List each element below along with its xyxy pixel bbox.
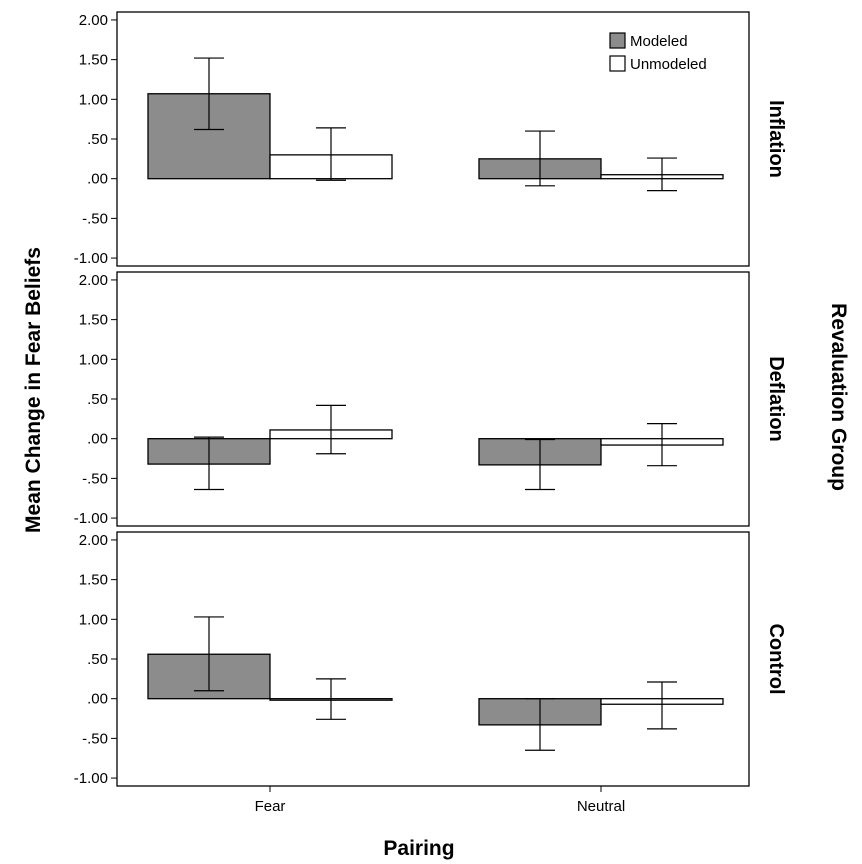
y-tick-label: -.50 <box>82 730 108 747</box>
y-tick-label: 1.50 <box>79 312 108 329</box>
legend-label: Modeled <box>630 33 688 50</box>
y-tick-label: 1.00 <box>79 91 108 108</box>
y-tick-label: .50 <box>87 131 108 148</box>
x-axis-title: Pairing <box>383 837 454 860</box>
y-tick-label: -1.00 <box>74 250 108 267</box>
legend-label: Unmodeled <box>630 56 707 73</box>
x-tick-label: Fear <box>255 798 286 815</box>
panel-inflation: 2.00 1.50 1.00 .50 .00 -.50 -1.00 Inflation <box>74 11 787 267</box>
y-tick-label: 2.00 <box>79 12 108 29</box>
y-tick-label: -1.00 <box>74 770 108 787</box>
legend-swatch <box>609 55 626 72</box>
y-tick-label: .00 <box>87 691 108 708</box>
legend: Modeled Unmodeled <box>609 32 707 73</box>
panel-frame <box>116 271 750 527</box>
facet-label-deflation: Deflation <box>765 356 787 442</box>
facet-title: Revaluation Group <box>827 303 850 491</box>
y-tick-label: .00 <box>87 171 108 188</box>
y-tick-label: .50 <box>87 391 108 408</box>
y-tick-label: 1.00 <box>79 611 108 628</box>
x-axis: Fear Neutral <box>255 786 625 815</box>
y-tick-label: 1.50 <box>79 572 108 589</box>
facet-label-control: Control <box>765 623 787 694</box>
y-tick-label: 2.00 <box>79 532 108 549</box>
y-tick-label: 1.50 <box>79 52 108 69</box>
panel-deflation: 2.00 1.50 1.00 .50 .00 -.50 -1.00 Deflation <box>74 271 787 527</box>
chart-panels: 2.001.501.00.50.00-.50-1.00Inflation2.00… <box>74 11 787 787</box>
x-tick-label: Neutral <box>577 798 625 815</box>
y-tick-label: -.50 <box>82 210 108 227</box>
y-tick-label: .00 <box>87 431 108 448</box>
y-tick-label: -.50 <box>82 470 108 487</box>
facet-label-inflation: Inflation <box>765 100 787 178</box>
legend-swatch <box>609 32 626 49</box>
y-tick-label: 2.00 <box>79 272 108 289</box>
panel-control: 2.00 1.50 1.00 .50 .00 -.50 -1.00 Control <box>74 531 787 787</box>
y-axis-title: Mean Change in Fear Beliefs <box>22 247 45 533</box>
y-tick-label: 1.00 <box>79 351 108 368</box>
y-tick-label: .50 <box>87 651 108 668</box>
y-tick-label: -1.00 <box>74 510 108 527</box>
